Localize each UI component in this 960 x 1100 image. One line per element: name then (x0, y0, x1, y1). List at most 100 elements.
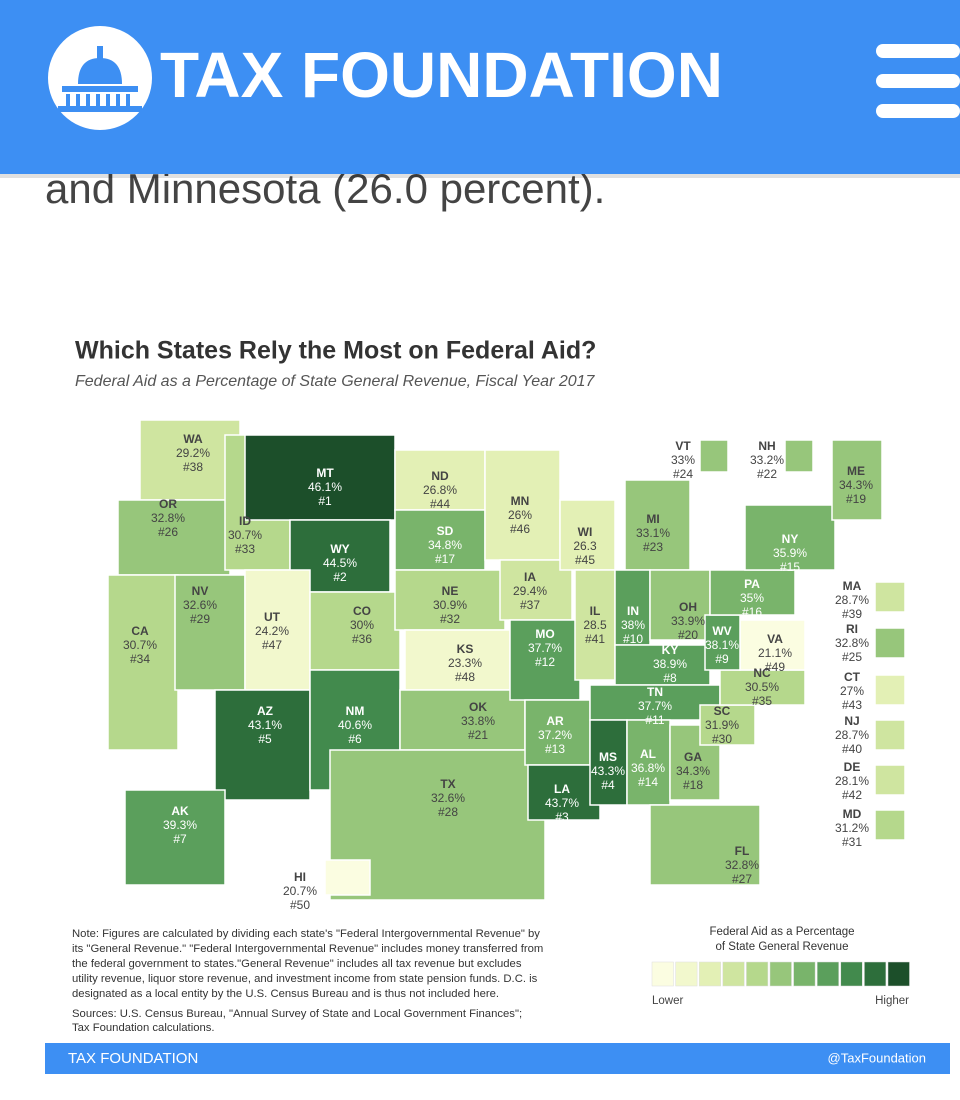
note-line: the federal government to states."Genera… (72, 958, 522, 970)
state (874, 581, 906, 613)
logo-text: TAX FOUNDATION (160, 39, 723, 111)
state (874, 809, 906, 841)
state-value: 32.8% (725, 858, 759, 872)
state-rank: #40 (842, 742, 862, 756)
state-rank: #30 (712, 732, 732, 746)
note-line: Note: Figures are calculated by dividing… (72, 928, 540, 940)
state-rank: #17 (435, 552, 455, 566)
state-abbr: SC (714, 704, 731, 718)
state-value: 38.9% (653, 657, 687, 671)
state-rank: #36 (352, 632, 372, 646)
state-abbr: IA (524, 570, 536, 584)
state-value: 26% (508, 508, 532, 522)
state-rank: #43 (842, 698, 862, 712)
state-rank: #45 (575, 553, 595, 567)
state-value: 37.7% (638, 699, 672, 713)
state-value: 33% (671, 453, 695, 467)
note-line: designated as a local entity by the U.S.… (72, 988, 499, 1000)
state-abbr: MT (316, 466, 334, 480)
state (831, 439, 883, 521)
state-abbr: MO (535, 627, 554, 641)
state-value: 44.5% (323, 556, 357, 570)
state-abbr: SD (437, 524, 454, 538)
state-rank: #26 (158, 525, 178, 539)
state-rank: #7 (173, 832, 187, 846)
state (394, 449, 486, 511)
state (739, 619, 806, 671)
state-value: 26.3 (573, 539, 597, 553)
state-rank: #14 (638, 775, 658, 789)
state (744, 504, 836, 571)
legend-swatch (675, 961, 698, 987)
state-rank: #28 (438, 805, 458, 819)
state-rank: #27 (732, 872, 752, 886)
state-rank: #24 (673, 467, 693, 481)
legend-swatch (793, 961, 816, 987)
legend-title: Federal Aid as a Percentage (709, 926, 854, 938)
map (107, 419, 906, 901)
state-rank: #22 (757, 467, 777, 481)
state-abbr: RI (846, 622, 858, 636)
legend-swatch (887, 961, 910, 987)
header-shadow (0, 174, 960, 178)
footer-right: @TaxFoundation (828, 1050, 926, 1065)
state-rank: #11 (645, 713, 664, 727)
state-value: 37.7% (528, 641, 562, 655)
state-abbr: TX (440, 777, 455, 791)
state-value: 30.7% (228, 528, 262, 542)
state-abbr: OK (469, 700, 487, 714)
state-value: 24.2% (255, 624, 289, 638)
state (394, 509, 486, 571)
state-abbr: AK (171, 804, 189, 818)
state-value: 28.1% (835, 774, 869, 788)
footer-left: TAX FOUNDATION (68, 1050, 198, 1067)
state-rank: #15 (780, 560, 800, 574)
state-abbr: KS (457, 642, 474, 656)
state-rank: #34 (130, 652, 150, 666)
source-line: Tax Foundation calculations. (72, 1022, 215, 1034)
state-value: 33.9% (671, 614, 705, 628)
state-value: 29.4% (513, 584, 547, 598)
state-rank: #49 (765, 660, 785, 674)
state-value: 38% (621, 618, 645, 632)
state-rank: #50 (290, 898, 310, 912)
state (649, 804, 761, 886)
state-rank: #16 (742, 605, 762, 619)
state-abbr: MN (511, 494, 530, 508)
legend-swatch (746, 961, 769, 987)
state (174, 574, 246, 691)
state-rank: #44 (430, 497, 450, 511)
state-rank: #48 (455, 670, 475, 684)
state-value: 27% (840, 684, 864, 698)
state-rank: #6 (348, 732, 362, 746)
state-abbr: FL (735, 844, 750, 858)
state (874, 719, 906, 751)
state-value: 31.9% (705, 718, 739, 732)
state-rank: #35 (752, 694, 772, 708)
state (244, 434, 396, 521)
legend-swatch (651, 961, 674, 987)
state (699, 439, 729, 473)
state-rank: #47 (262, 638, 282, 652)
state-value: 20.7% (283, 884, 317, 898)
state (589, 719, 628, 806)
state-rank: #32 (440, 612, 460, 626)
state-value: 30.5% (745, 680, 779, 694)
menu-button[interactable] (876, 44, 960, 118)
legend-swatch (769, 961, 792, 987)
state-rank: #37 (520, 598, 540, 612)
state (719, 669, 806, 706)
state-abbr: MD (843, 807, 862, 821)
state-rank: #3 (555, 810, 569, 824)
chart-subtitle: Federal Aid as a Percentage of State Gen… (75, 373, 596, 390)
state-abbr: OR (159, 497, 177, 511)
state-value: 30.7% (123, 638, 157, 652)
state-abbr: CA (131, 624, 149, 638)
state-value: 46.1% (308, 480, 342, 494)
state (394, 569, 506, 631)
legend-swatch (698, 961, 721, 987)
state-value: 29.2% (176, 446, 210, 460)
state-value: 28.7% (835, 728, 869, 742)
